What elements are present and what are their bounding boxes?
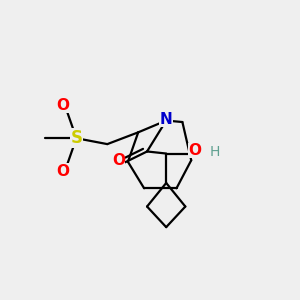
Text: O: O [57,98,70,113]
Text: H: H [210,145,220,159]
Text: O: O [112,152,125,167]
Text: O: O [188,143,201,158]
Text: N: N [160,112,172,127]
Text: O: O [57,164,70,179]
Text: S: S [70,129,83,147]
